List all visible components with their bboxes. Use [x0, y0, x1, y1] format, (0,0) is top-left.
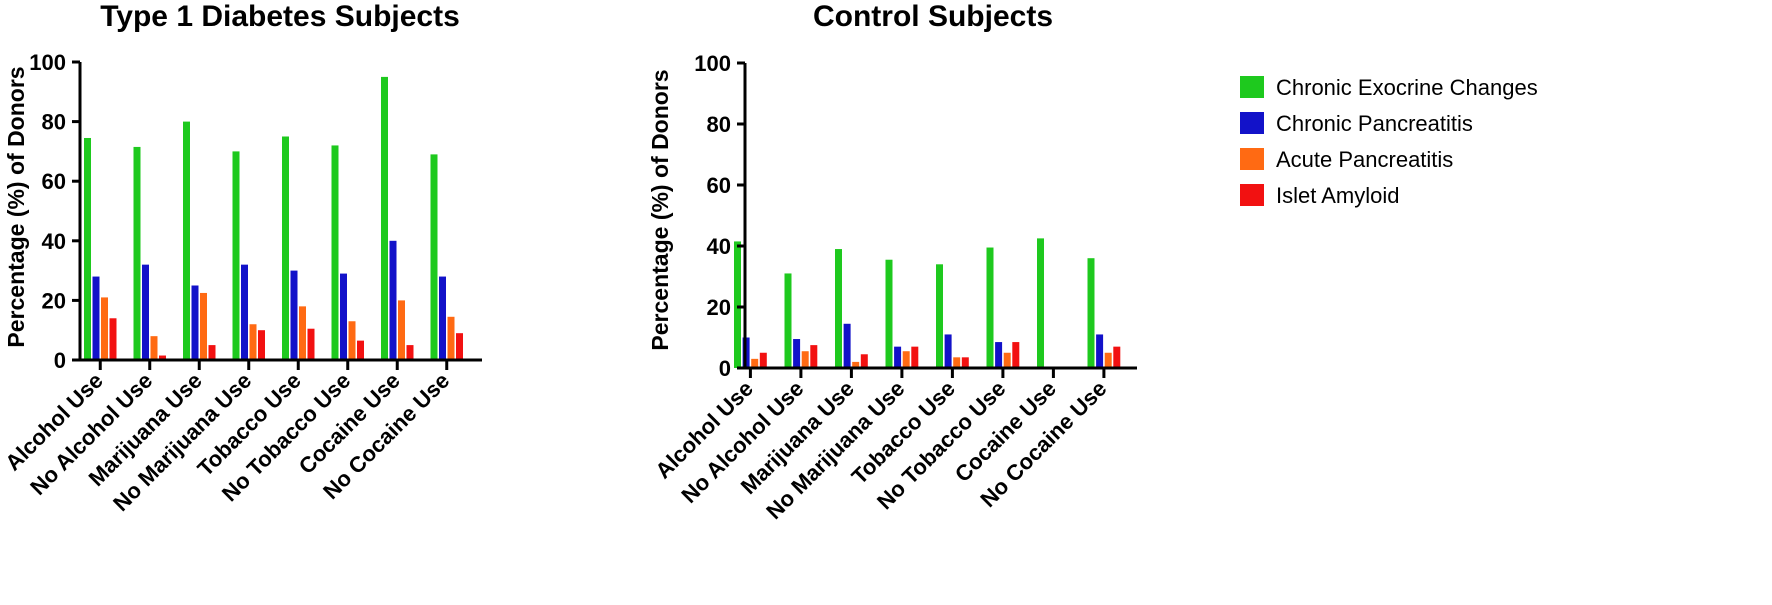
bar-chronic-pancreatitis-tobacco-use: [944, 334, 952, 368]
bar-acute-pancreatitis-no-tobacco-use: [348, 321, 356, 360]
bar-acute-pancreatitis-marijuana-use: [200, 292, 207, 360]
bar-acute-pancreatitis-no-alcohol-use: [801, 351, 809, 368]
bar-chronic-pancreatitis-tobacco-use: [290, 270, 298, 360]
bar-acute-pancreatitis-no-cocaine-use: [447, 316, 455, 360]
bar-chronic-exocrine-changes-alcohol-use: [84, 137, 91, 360]
legend-swatch: [1240, 76, 1264, 98]
bar-islet-amyloid-no-marijuana-use: [258, 330, 265, 360]
bar-chronic-exocrine-changes-no-tobacco-use: [986, 247, 994, 368]
bar-islet-amyloid-cocaine-use: [406, 345, 414, 360]
bar-chronic-exocrine-changes-alcohol-use: [734, 241, 741, 368]
bar-chronic-pancreatitis-alcohol-use: [92, 276, 100, 360]
legend-label: Chronic Exocrine Changes: [1276, 75, 1538, 100]
y-tick-label: 0: [54, 348, 66, 373]
bar-chronic-pancreatitis-no-tobacco-use: [995, 342, 1003, 368]
legend-swatch: [1240, 112, 1264, 134]
bars: [84, 76, 463, 361]
y-ticks: 0 20 40 60 80 100: [29, 50, 80, 373]
bar-islet-amyloid-no-tobacco-use: [1012, 342, 1020, 368]
bar-islet-amyloid-marijuana-use: [208, 345, 216, 360]
bar-chronic-exocrine-changes-no-tobacco-use: [331, 145, 339, 360]
y-ticks: 0 20 40 60 80 100: [694, 51, 745, 381]
bar-acute-pancreatitis-alcohol-use: [751, 358, 759, 368]
bar-chronic-pancreatitis-no-marijuana-use: [241, 264, 248, 360]
chart-type1-diabetes: Type 1 Diabetes Subjects Percentage (%) …: [0, 0, 482, 516]
bar-acute-pancreatitis-tobacco-use: [299, 306, 306, 360]
bar-chronic-exocrine-changes-no-cocaine-use: [430, 154, 438, 360]
legend-label: Chronic Pancreatitis: [1276, 111, 1473, 136]
y-tick-label: 40: [42, 229, 66, 254]
bar-islet-amyloid-tobacco-use: [307, 328, 315, 360]
bar-chronic-exocrine-changes-cocaine-use: [1037, 238, 1044, 368]
bar-chronic-exocrine-changes-no-cocaine-use: [1087, 258, 1095, 368]
y-tick-label: 20: [707, 295, 731, 320]
bar-acute-pancreatitis-tobacco-use: [953, 357, 961, 368]
bar-acute-pancreatitis-no-alcohol-use: [150, 336, 158, 360]
bar-chronic-pancreatitis-cocaine-use: [389, 240, 397, 360]
bar-islet-amyloid-no-alcohol-use: [810, 345, 818, 368]
bar-chronic-exocrine-changes-no-marijuana-use: [232, 151, 240, 360]
bar-acute-pancreatitis-marijuana-use: [852, 361, 860, 368]
y-axis-label: Percentage (%) of Donors: [3, 66, 29, 347]
bar-chronic-exocrine-changes-no-alcohol-use: [133, 146, 141, 360]
legend: Chronic Exocrine Changes Chronic Pancreat…: [1240, 75, 1538, 208]
bar-islet-amyloid-tobacco-use: [961, 357, 969, 368]
bar-chronic-pancreatitis-no-alcohol-use: [793, 339, 801, 368]
y-axis-label: Percentage (%) of Donors: [647, 69, 673, 350]
chart-control-subjects: Control Subjects Percentage (%) of Donor…: [647, 0, 1137, 524]
legend-label: Islet Amyloid: [1276, 183, 1400, 208]
chart-title: Type 1 Diabetes Subjects: [100, 0, 460, 33]
bar-acute-pancreatitis-no-marijuana-use: [249, 324, 257, 360]
bar-acute-pancreatitis-alcohol-use: [101, 297, 108, 360]
bars: [734, 238, 1121, 368]
bar-chronic-exocrine-changes-no-marijuana-use: [885, 259, 893, 368]
bar-chronic-pancreatitis-marijuana-use: [843, 323, 851, 368]
y-tick-label: 80: [42, 110, 66, 135]
bar-chronic-exocrine-changes-marijuana-use: [183, 121, 190, 360]
bar-chronic-pancreatitis-no-alcohol-use: [142, 264, 149, 360]
y-tick-label: 60: [707, 173, 731, 198]
bar-chronic-exocrine-changes-tobacco-use: [282, 136, 289, 360]
bar-islet-amyloid-no-marijuana-use: [911, 346, 919, 368]
bar-chronic-exocrine-changes-tobacco-use: [936, 264, 943, 368]
bar-chronic-pancreatitis-no-cocaine-use: [1096, 334, 1104, 368]
bar-acute-pancreatitis-no-cocaine-use: [1104, 352, 1112, 368]
y-tick-label: 80: [707, 112, 731, 137]
bar-chronic-pancreatitis-no-marijuana-use: [894, 346, 902, 368]
bar-islet-amyloid-no-alcohol-use: [159, 355, 166, 360]
bar-acute-pancreatitis-no-marijuana-use: [902, 351, 910, 368]
bar-acute-pancreatitis-no-tobacco-use: [1003, 352, 1011, 368]
bar-chronic-pancreatitis-marijuana-use: [191, 285, 199, 360]
y-tick-label: 20: [42, 288, 66, 313]
bar-islet-amyloid-no-tobacco-use: [357, 340, 364, 360]
y-tick-label: 60: [42, 169, 66, 194]
chart-title: Control Subjects: [813, 0, 1053, 33]
bar-acute-pancreatitis-cocaine-use: [398, 300, 405, 360]
bar-islet-amyloid-marijuana-use: [860, 354, 868, 368]
y-tick-label: 40: [707, 234, 731, 259]
bar-chronic-exocrine-changes-cocaine-use: [381, 76, 388, 361]
legend-swatch: [1240, 184, 1264, 206]
bar-chronic-exocrine-changes-marijuana-use: [835, 249, 842, 368]
y-tick-label: 100: [694, 51, 731, 76]
bar-islet-amyloid-alcohol-use: [759, 352, 767, 368]
legend-swatch: [1240, 148, 1264, 170]
bar-chronic-pancreatitis-no-cocaine-use: [439, 276, 446, 360]
bar-chronic-pancreatitis-no-tobacco-use: [340, 273, 347, 360]
bar-islet-amyloid-no-cocaine-use: [1113, 346, 1121, 368]
bar-islet-amyloid-alcohol-use: [109, 318, 117, 360]
bar-islet-amyloid-no-cocaine-use: [456, 333, 463, 360]
y-tick-label: 0: [719, 356, 731, 381]
legend-label: Acute Pancreatitis: [1276, 147, 1453, 172]
y-tick-label: 100: [29, 50, 66, 75]
bar-chronic-exocrine-changes-no-alcohol-use: [784, 273, 792, 368]
